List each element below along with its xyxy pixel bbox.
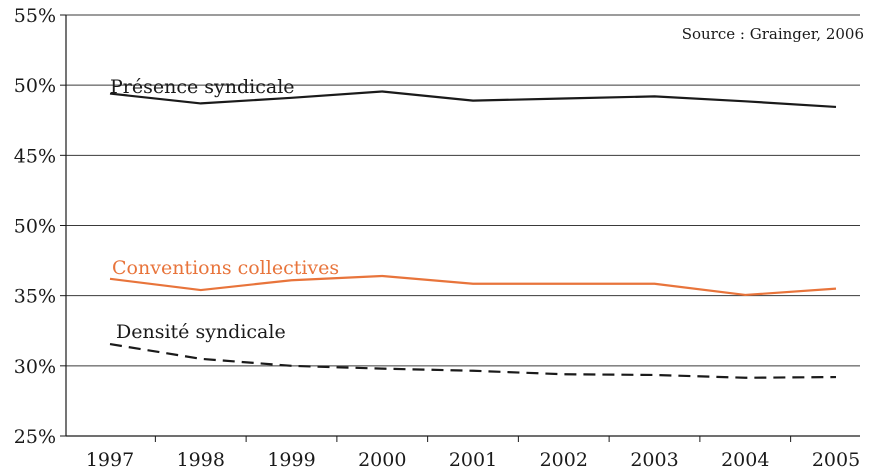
series-label-1: Conventions collectives	[112, 257, 339, 279]
source-label: Source : Grainger, 2006	[682, 25, 864, 43]
grid-lines	[66, 14, 860, 367]
series-line-0	[109, 90, 837, 109]
x-tick-label: 2001	[449, 449, 497, 471]
y-tick-label: 50%	[14, 75, 56, 97]
x-tick-label: 2004	[721, 449, 769, 471]
x-tick-label: 2003	[630, 449, 678, 471]
y-tick-label: 25%	[14, 426, 56, 448]
y-tick-label: 55%	[14, 5, 56, 27]
x-tick-label: 1998	[177, 449, 225, 471]
x-tick-label: 2005	[812, 449, 860, 471]
y-tick-label: 35%	[14, 286, 56, 308]
series-lines	[109, 90, 837, 379]
y-tick-label: 30%	[14, 356, 56, 378]
x-tick-label: 2000	[358, 449, 406, 471]
series-line-2	[109, 342, 837, 379]
axes	[60, 14, 860, 442]
y-tick-label: 50%	[14, 216, 56, 238]
series-label-2: Densité syndicale	[116, 321, 286, 343]
x-tick-label: 1999	[267, 449, 315, 471]
x-tick-label: 1997	[86, 449, 134, 471]
x-tick-label: 2002	[540, 449, 588, 471]
y-tick-label: 45%	[14, 145, 56, 167]
series-label-0: Présence syndicale	[110, 76, 295, 98]
series-line-1	[109, 274, 837, 297]
labels: 25% 30% 35% 50% 45% 50% 55% 1997 1998 1999 2000 200…	[14, 5, 860, 471]
